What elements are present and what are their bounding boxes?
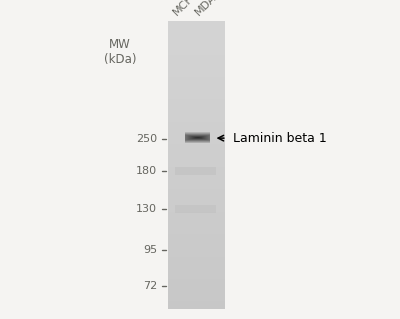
Text: 180: 180 <box>136 166 157 176</box>
Text: Laminin beta 1: Laminin beta 1 <box>233 132 326 145</box>
Text: MDA-MB-231: MDA-MB-231 <box>193 0 251 18</box>
Text: MW
(kDa): MW (kDa) <box>104 38 136 66</box>
Text: 72: 72 <box>143 280 157 291</box>
Text: MCF-7: MCF-7 <box>171 0 203 18</box>
Text: 250: 250 <box>136 134 157 144</box>
Text: 95: 95 <box>143 245 157 256</box>
Text: 130: 130 <box>136 204 157 214</box>
